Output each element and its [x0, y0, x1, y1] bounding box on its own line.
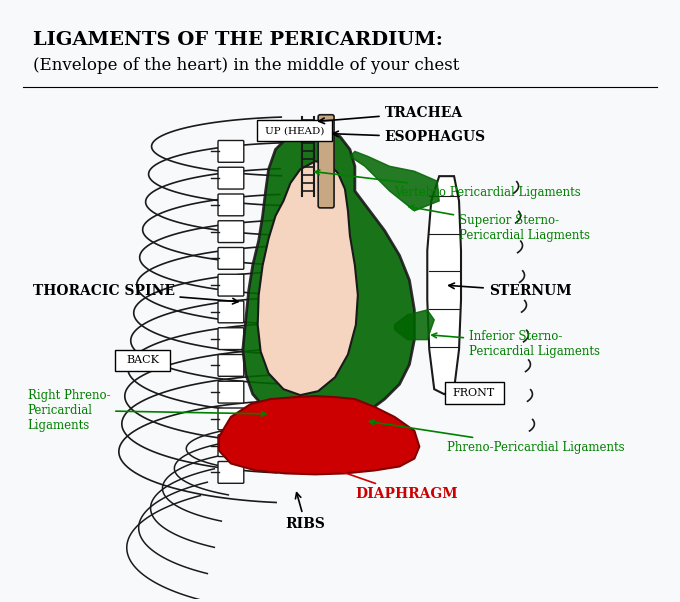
- FancyBboxPatch shape: [256, 120, 332, 141]
- FancyBboxPatch shape: [218, 167, 244, 189]
- FancyBboxPatch shape: [218, 408, 244, 430]
- FancyBboxPatch shape: [218, 327, 244, 350]
- Text: THORACIC SPINE: THORACIC SPINE: [33, 284, 238, 304]
- Text: FRONT: FRONT: [453, 388, 495, 398]
- Polygon shape: [350, 151, 439, 211]
- FancyBboxPatch shape: [218, 355, 244, 376]
- FancyBboxPatch shape: [218, 435, 244, 456]
- Text: STERNUM: STERNUM: [449, 283, 571, 298]
- FancyBboxPatch shape: [218, 221, 244, 243]
- Text: UP (HEAD): UP (HEAD): [265, 126, 324, 135]
- Text: (Envelope of the heart) in the middle of your chest: (Envelope of the heart) in the middle of…: [33, 57, 459, 74]
- Text: LIGAMENTS OF THE PERICARDIUM:: LIGAMENTS OF THE PERICARDIUM:: [33, 31, 443, 49]
- FancyBboxPatch shape: [218, 247, 244, 269]
- Polygon shape: [243, 126, 414, 424]
- Text: RIBS: RIBS: [286, 492, 325, 531]
- Polygon shape: [219, 396, 420, 474]
- FancyBboxPatch shape: [218, 194, 244, 216]
- Text: Phreno-Pericardial Ligaments: Phreno-Pericardial Ligaments: [369, 420, 625, 453]
- FancyBboxPatch shape: [218, 275, 244, 296]
- FancyBboxPatch shape: [115, 350, 171, 371]
- Text: Inferior Sterno-
Pericardial Ligaments: Inferior Sterno- Pericardial Ligaments: [432, 329, 600, 358]
- FancyBboxPatch shape: [318, 115, 334, 208]
- FancyBboxPatch shape: [218, 462, 244, 483]
- FancyBboxPatch shape: [218, 140, 244, 163]
- Text: Vertebro Pericardial Ligaments: Vertebro Pericardial Ligaments: [315, 170, 581, 199]
- Polygon shape: [427, 176, 461, 394]
- Polygon shape: [394, 310, 435, 340]
- FancyBboxPatch shape: [218, 381, 244, 403]
- Text: Superior Sterno-
Pericardial Liagments: Superior Sterno- Pericardial Liagments: [409, 205, 590, 241]
- Text: Right Phreno-
Pericardial
Ligaments: Right Phreno- Pericardial Ligaments: [28, 389, 266, 432]
- Polygon shape: [258, 161, 358, 395]
- Text: DIAPHRAGM: DIAPHRAGM: [322, 464, 458, 501]
- Text: ESOPHAGUS: ESOPHAGUS: [333, 131, 486, 144]
- FancyBboxPatch shape: [218, 301, 244, 323]
- Text: TRACHEA: TRACHEA: [319, 106, 463, 123]
- FancyBboxPatch shape: [445, 382, 504, 404]
- Text: BACK: BACK: [126, 355, 159, 365]
